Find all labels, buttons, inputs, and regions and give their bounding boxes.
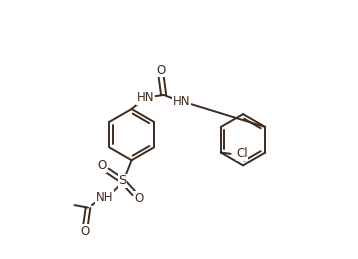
Text: NH: NH [96, 191, 113, 204]
Text: HN: HN [173, 95, 190, 108]
Text: O: O [97, 159, 107, 172]
Text: O: O [81, 225, 90, 238]
Text: S: S [118, 174, 127, 187]
Text: O: O [134, 192, 144, 205]
Text: Cl: Cl [236, 147, 248, 160]
Text: HN: HN [137, 91, 154, 104]
Text: O: O [156, 63, 166, 77]
